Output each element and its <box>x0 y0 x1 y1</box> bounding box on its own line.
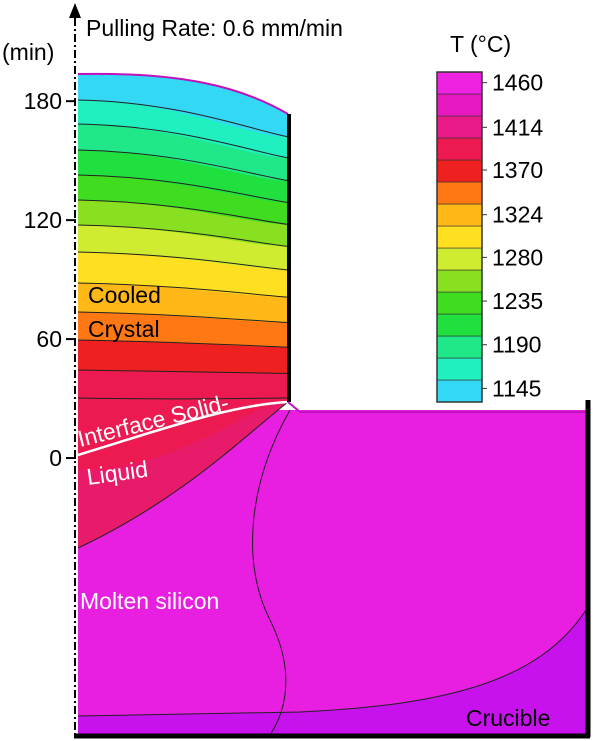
contour-line <box>77 311 289 324</box>
colorbar-band <box>436 269 483 293</box>
melt-surface <box>287 401 586 413</box>
colorbar-band <box>436 93 483 117</box>
crystal-band <box>78 225 288 271</box>
contour-line <box>77 397 289 400</box>
colorbar-band <box>436 335 483 359</box>
contour-line <box>77 251 289 271</box>
colorbar-band <box>436 247 483 271</box>
colorbar-band <box>436 181 483 205</box>
annotation: Crystal <box>88 316 160 342</box>
colorbar-band <box>436 291 483 315</box>
contour-line <box>77 99 289 138</box>
crystal-band <box>78 370 288 399</box>
crystal-band <box>78 340 288 374</box>
contour-line <box>77 224 289 247</box>
colorbar-tick-label: 1190 <box>492 332 541 358</box>
annotation: Crucible <box>466 705 550 731</box>
colorbar-tick-label: 1414 <box>492 114 543 140</box>
colorbar-band <box>436 71 483 95</box>
crystal-region <box>77 72 289 471</box>
colorbar-band <box>436 115 483 139</box>
colorbar-band <box>436 357 483 381</box>
colorbar-tick-label: 1280 <box>492 244 543 270</box>
y-tick-label: 180 <box>24 88 62 114</box>
contour-line <box>77 401 289 549</box>
colorbar-label: T (°C) <box>450 31 511 57</box>
colorbar-tick-label: 1370 <box>492 157 543 183</box>
y-tick-label: 60 <box>36 326 62 352</box>
crystal-band <box>78 73 288 137</box>
contour-line <box>77 282 289 298</box>
crystal-band <box>78 200 288 247</box>
colorbar-tick-label: 1460 <box>492 70 543 96</box>
contour-line <box>77 123 289 159</box>
annotation: Molten silicon <box>80 588 219 614</box>
contour-line <box>77 149 289 182</box>
axis-arrow <box>69 3 81 18</box>
crystal-band <box>78 398 288 471</box>
annotation: Cooled <box>88 282 161 308</box>
colorbar-band <box>436 159 483 183</box>
contour-line <box>77 174 289 204</box>
crystal-band <box>78 150 288 203</box>
crystal-band <box>78 252 288 298</box>
colorbar-tick-label: 1324 <box>492 202 543 228</box>
contour-line <box>77 199 289 225</box>
crystal-top <box>77 72 289 115</box>
interface-line <box>77 400 289 457</box>
colorbar-frame <box>436 71 483 403</box>
contour-line <box>252 409 291 736</box>
colorbar-band <box>436 137 483 161</box>
contour-line <box>77 609 587 717</box>
melt-bottom-region <box>78 610 586 735</box>
colorbar-band <box>436 379 483 403</box>
colorbar-band <box>436 313 483 337</box>
contour-line <box>77 339 289 348</box>
y-tick-label: 120 <box>24 207 62 233</box>
crystal-band <box>78 100 288 158</box>
colorbar-tick-label: 1145 <box>492 375 541 401</box>
melt-hot-region <box>78 402 288 548</box>
crystal-band <box>78 175 288 225</box>
colorbar-tick-label: 1235 <box>492 288 543 314</box>
y-axis-label: (min) <box>2 39 54 65</box>
contour-line <box>77 369 289 374</box>
colorbar-band <box>436 203 483 227</box>
colorbar-band <box>436 225 483 249</box>
y-tick-label: 0 <box>49 445 62 471</box>
crystal-band <box>78 124 288 181</box>
crystal-band <box>78 312 288 348</box>
title: Pulling Rate: 0.6 mm/min <box>86 15 343 41</box>
